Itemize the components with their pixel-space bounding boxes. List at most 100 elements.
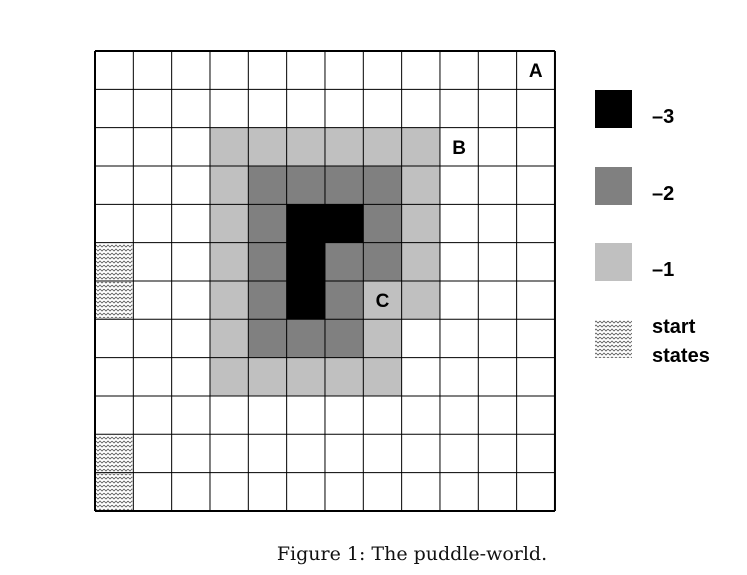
grid-cell [478,472,517,511]
grid-cell [171,319,210,358]
grid-cell [171,89,210,128]
grid-cell [363,472,402,511]
grid-cell [401,51,440,90]
grid-cell [324,204,364,243]
legend-label: –1 [652,259,674,281]
grid-cell [516,395,555,435]
grid-cell [478,434,517,473]
grid-cell [516,51,555,90]
grid-cell [171,242,210,281]
grid-cell [171,395,210,435]
grid-cell [95,204,134,243]
grid-cell [516,127,555,166]
grid-cell [95,127,134,166]
legend-label: start states [652,316,710,367]
grid-cell [209,395,249,435]
grid-cell [248,127,287,166]
grid-cell [209,51,249,90]
grid-cell [171,472,210,511]
grid-cell [133,472,172,511]
grid-cell [363,357,402,396]
grid-cell [324,280,364,320]
grid-cell [95,319,134,358]
grid-cell [133,51,172,90]
grid-cell [286,280,325,320]
grid-cell [363,51,402,90]
grid-cell [439,434,479,473]
grid-cell [401,127,440,166]
grid-cell [439,395,479,435]
grid-cell [248,472,287,511]
legend: –3 –2 –1 start states [595,90,710,367]
grid-cell [133,204,172,243]
grid-cell [209,242,249,281]
grid-cell [439,472,479,511]
grid-cell [401,434,440,473]
grid-cell [516,434,555,473]
grid-cell [209,89,249,128]
grid-cell [209,357,249,396]
grid-cell [363,165,402,205]
grid-cell [478,89,517,128]
grid-cell [478,280,517,320]
grid-cell [401,472,440,511]
grid-cell [439,319,479,358]
grid-cell [439,165,479,205]
grid-cell [401,204,440,243]
grid-cell [439,280,479,320]
grid-cell [401,89,440,128]
grid-cell [516,204,555,243]
grid-cell [324,395,364,435]
grid-cell [363,395,402,435]
grid-cell [286,434,325,473]
grid-cell [439,242,479,281]
grid-cell [209,165,249,205]
grid-cell [363,127,402,166]
grid-cell [439,127,479,166]
grid-cell [478,127,517,166]
grid-cell [324,51,364,90]
grid-cell [478,319,517,358]
grid-cell [439,204,479,243]
grid-cell [95,51,134,90]
grid-cell [171,51,210,90]
grid-cell [133,357,172,396]
grid-cell [248,357,287,396]
grid-cell [248,280,287,320]
grid-cell [439,51,479,90]
grid-cell [478,395,517,435]
grid-cell [516,472,555,511]
grid-label-a: A [529,61,543,82]
grid-cell [478,204,517,243]
grid-cell [171,204,210,243]
grid-cell [478,165,517,205]
grid-cell [324,242,364,281]
grid-cell [286,242,325,281]
grid-cell [401,165,440,205]
grid-cells [95,51,555,511]
grid-cell [171,357,210,396]
grid-cell [516,319,555,358]
grid-cell [286,472,325,511]
grid-cell [516,242,555,281]
grid-cell [401,395,440,435]
grid-cell [248,89,287,128]
start-state-cell [96,243,133,280]
grid-cell [133,89,172,128]
grid-cell [286,127,325,166]
grid-cell [95,89,134,128]
grid-cell [209,319,249,358]
grid-cell [171,280,210,320]
grid-cell [133,127,172,166]
grid-cell [478,51,517,90]
grid-cell [324,357,364,396]
grid-cell [209,280,249,320]
start-state-cell [96,435,133,472]
grid-cell [363,242,402,281]
grid-cell [324,319,364,358]
grid-cell [286,204,325,243]
legend-swatch [595,90,632,128]
legend-swatch [595,167,632,205]
legend-swatch [595,243,632,281]
